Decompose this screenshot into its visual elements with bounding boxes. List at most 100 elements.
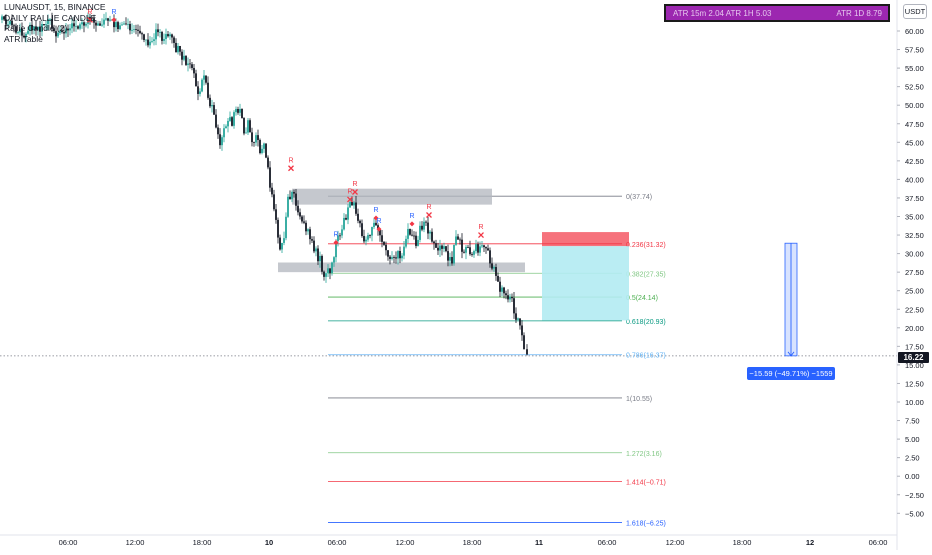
candle-body [301,216,303,222]
candle-body [333,257,335,263]
candle-body [447,251,449,261]
price-tick-label: 7.50 [905,417,920,426]
candle-body [283,238,285,243]
candle-body [213,105,215,115]
candle-body [35,26,37,30]
sr-zone-box[interactable] [292,188,492,205]
indicator-rallie-candle[interactable]: Rallie Candle (2) [4,23,68,33]
candle-body [329,268,331,274]
candle-body [459,239,461,241]
candle-body [141,33,143,35]
time-axis[interactable]: 06:00 12:00 18:00 10 06:00 12:00 18:00 11 06:00 1… [0,534,897,547]
candle-body [431,231,433,242]
price-tick-label: 37.50 [905,194,924,203]
candle-series [1,12,528,356]
price-tick-label: 22.50 [905,305,924,314]
candle-body [149,41,151,46]
candle-body [475,244,477,252]
candle-body [351,201,353,206]
candle-body [219,134,221,146]
rallie-marker-label: R [87,9,92,16]
candle-body [455,236,457,245]
candle-body [445,246,447,252]
candle-body [107,18,109,21]
stop-loss-zone[interactable] [542,232,629,247]
candle-body [347,207,349,220]
candle-body [69,28,71,31]
candle-body [171,34,173,38]
fib-level-label: 1(10.55) [626,396,652,403]
candle-body [383,241,385,245]
candle-body [129,23,131,31]
candle-body [375,222,377,226]
candle-body [215,114,217,128]
price-tick-label: 12.50 [905,379,924,388]
candle-body [265,143,267,158]
take-profit-zone[interactable] [542,246,629,321]
symbol-title[interactable]: LUNAUSDT, 15, BINANCE [4,2,106,12]
candle-body [49,19,51,20]
supply-demand-zones[interactable] [278,188,525,273]
measure-label: −15.59 (−49.71%) −1559 [747,367,835,380]
candle-body [501,287,503,292]
fib-level-label: 0.236(31.32) [626,242,666,249]
price-tick-label: 45.00 [905,138,924,147]
price-tick-label: 25.00 [905,287,924,296]
short-position-tool[interactable] [542,232,629,321]
candle-body [417,239,419,246]
candle-body [395,257,397,259]
candle-body [491,263,493,269]
candle-body [393,257,395,258]
candle-body [97,23,99,26]
indicator-daily-rallie[interactable]: DAILY RALLIE CANDLE [4,12,97,23]
candle-body [73,23,75,27]
candle-body [363,236,365,242]
price-axis[interactable]: 60.00 57.50 55.00 52.50 50.00 47.50 45.00 42.50… [896,0,924,550]
candle-body [321,255,323,272]
candle-body [43,24,45,26]
candle-body [231,117,233,126]
candle-body [377,225,379,230]
fib-level-label: 1.414(−0.71) [626,479,666,486]
price-range-measure[interactable] [784,242,798,357]
indicator-atr-table[interactable]: ATR Table [4,33,43,44]
atr-daily-value: ATR 1D 8.79 [836,8,882,18]
price-tick-label: 42.50 [905,157,924,166]
candle-body [311,239,313,241]
price-tick-label: 40.00 [905,175,924,184]
candle-body [293,192,295,194]
chart-legend: LUNAUSDT, 15, BINANCE DAILY RALLIE CANDL… [4,2,106,44]
candle-body [303,221,305,223]
candle-body [183,55,185,60]
candle-body [365,239,367,242]
candle-body [47,19,49,25]
candle-body [279,237,281,250]
candle-body [443,246,445,249]
candle-body [175,42,177,53]
price-tick-label: 32.50 [905,231,924,240]
candle-body [471,254,473,255]
candle-body [257,135,259,140]
sr-zone-box[interactable] [278,262,525,273]
candle-body [169,34,171,37]
candle-body [23,35,25,38]
candle-body [235,108,237,113]
rallie-marker-label: R [373,207,378,214]
currency-badge[interactable]: USDT [903,4,927,19]
candle-body [167,34,169,37]
diamond-icon [333,239,339,245]
candle-body [399,250,401,259]
candle-body [25,33,27,38]
candle-body [59,30,61,33]
candle-body [177,45,179,53]
candle-body [295,193,297,206]
time-tick-label: 18:00 [463,538,482,547]
candle-body [3,16,5,20]
rallie-marker-label: R [376,218,381,225]
candle-body [13,25,15,27]
candle-body [93,18,95,23]
candle-body [403,246,405,256]
candle-body [495,267,497,276]
